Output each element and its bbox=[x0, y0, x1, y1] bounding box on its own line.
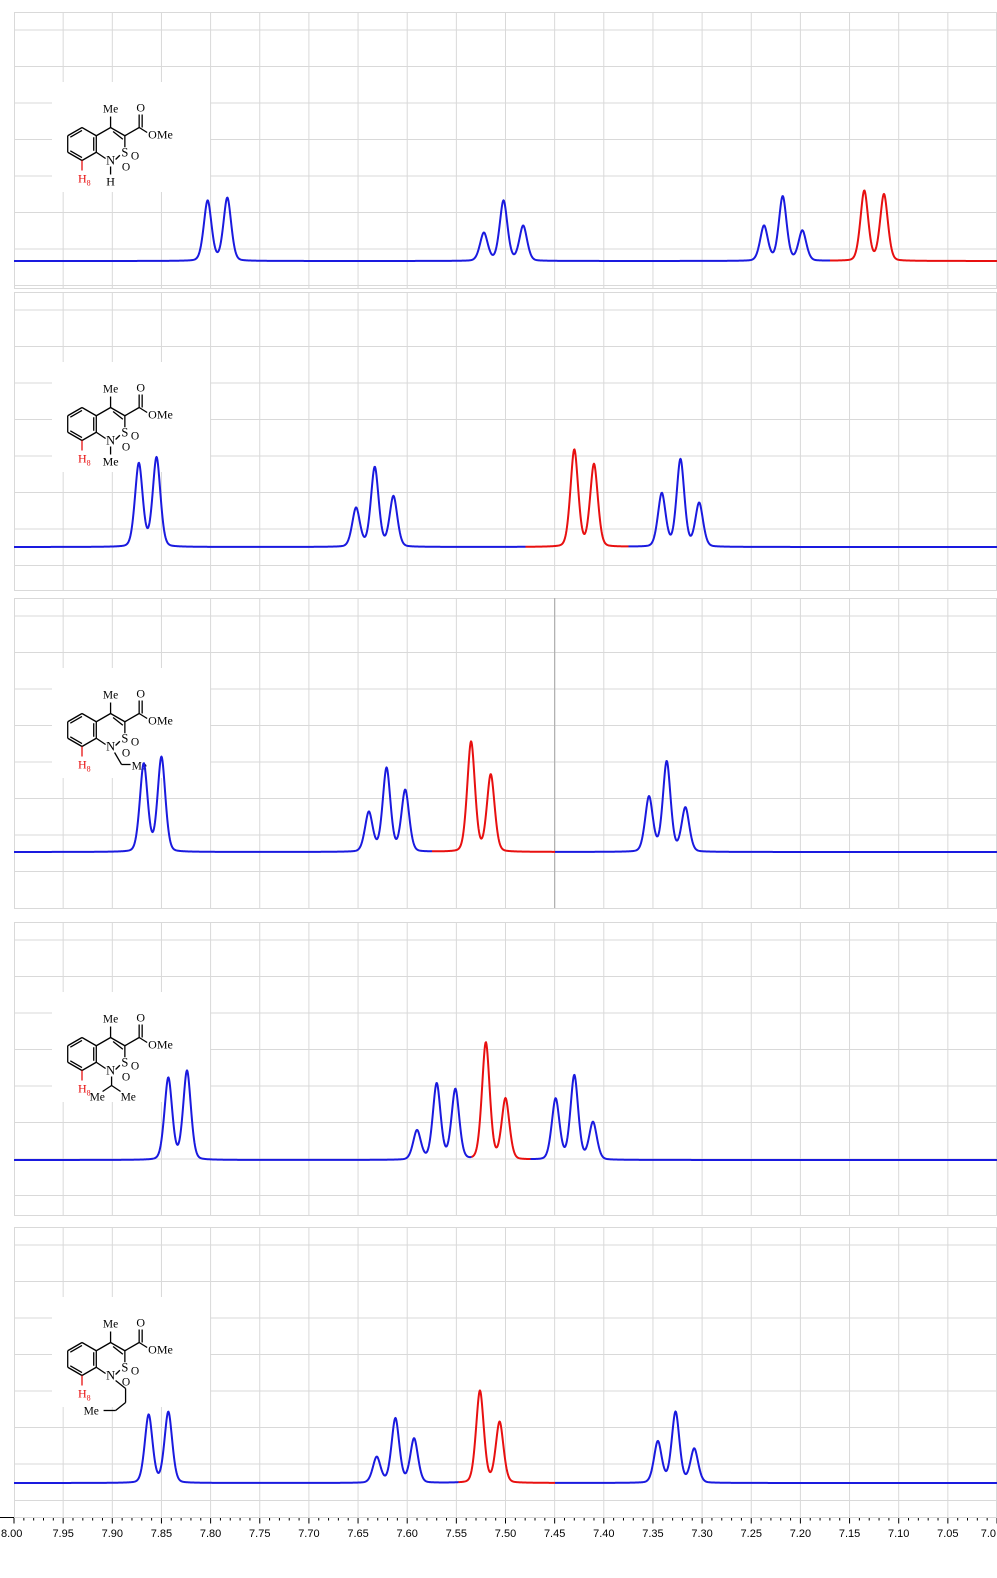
c4-methyl-label: Me bbox=[103, 1014, 118, 1026]
c4-methyl-label: Me bbox=[103, 384, 118, 396]
nitrogen-label: N bbox=[106, 1064, 115, 1078]
spectrum-trace-h8 bbox=[526, 449, 629, 546]
sulfonyl-oxygen-label: O bbox=[122, 441, 130, 453]
x-tick-label: 7.65 bbox=[347, 1528, 368, 1540]
c4-methyl-label: Me bbox=[103, 1319, 118, 1331]
ester-label: OMe bbox=[148, 1343, 173, 1357]
x-tick-label: 7.40 bbox=[593, 1528, 614, 1540]
carbonyl-oxygen-label: O bbox=[136, 381, 145, 395]
sulfonyl-oxygen-label: O bbox=[131, 430, 139, 442]
ester-label: OMe bbox=[148, 128, 173, 142]
c4-methyl-label: Me bbox=[103, 690, 118, 702]
n-substituent-label: Me bbox=[121, 1092, 136, 1104]
sulfonyl-oxygen-label: O bbox=[131, 736, 139, 748]
x-tick-label: 7.85 bbox=[151, 1528, 172, 1540]
x-tick-label: 7.70 bbox=[298, 1528, 319, 1540]
x-axis: 8.00 7.95 7.90 7.85 7.80 7.75 7.70 7.65 7.60 7.55… bbox=[0, 1518, 997, 1541]
sulfur-label: S bbox=[121, 731, 128, 745]
n-substituent-label: Me bbox=[84, 1406, 99, 1418]
x-tick-label: 7.15 bbox=[839, 1528, 860, 1540]
x-tick-label: 7.05 bbox=[937, 1528, 958, 1540]
carbonyl-oxygen-label: O bbox=[136, 687, 145, 701]
x-tick-label: 7.80 bbox=[200, 1528, 221, 1540]
spectrum-trace bbox=[629, 459, 997, 547]
sulfonyl-oxygen-label: O bbox=[131, 1060, 139, 1072]
ester-label: OMe bbox=[148, 1038, 173, 1052]
sulfonyl-oxygen-label: O bbox=[122, 747, 130, 759]
sulfur-label: S bbox=[121, 1360, 128, 1374]
spectrum-trace-h8 bbox=[459, 1390, 556, 1482]
nitrogen-label: N bbox=[106, 434, 115, 448]
spectrum-trace-h8 bbox=[830, 191, 997, 261]
structure-background bbox=[52, 1297, 210, 1407]
n-substituent-label: Me bbox=[103, 455, 119, 469]
x-tick-label: 7.90 bbox=[102, 1528, 123, 1540]
h8-subscript: 8 bbox=[87, 459, 91, 468]
nitrogen-label: N bbox=[106, 154, 115, 168]
x-tick-label: 7.55 bbox=[446, 1528, 467, 1540]
spectrum-trace bbox=[14, 196, 830, 261]
x-tick-label: 7.95 bbox=[52, 1528, 73, 1540]
sulfonyl-oxygen-label: O bbox=[122, 1071, 130, 1083]
x-tick-label: 7.50 bbox=[495, 1528, 516, 1540]
spectrum-trace bbox=[555, 1411, 997, 1483]
x-tick-label: 7.10 bbox=[888, 1528, 909, 1540]
structure-background bbox=[52, 362, 210, 472]
x-tick-label: 7.20 bbox=[790, 1528, 811, 1540]
nitrogen-label: N bbox=[106, 740, 115, 754]
spectrum-trace bbox=[555, 761, 997, 852]
nitrogen-label: N bbox=[106, 1369, 115, 1383]
structure-background bbox=[52, 992, 210, 1102]
x-tick-label: 8.00 bbox=[1, 1528, 22, 1540]
x-tick-label: 7.35 bbox=[642, 1528, 663, 1540]
spectrum-trace bbox=[14, 1412, 459, 1483]
sulfur-label: S bbox=[121, 425, 128, 439]
h8-subscript: 8 bbox=[87, 765, 91, 774]
c4-methyl-label: Me bbox=[103, 104, 118, 116]
sulfur-label: S bbox=[121, 1055, 128, 1069]
sulfonyl-oxygen-label: O bbox=[122, 161, 130, 173]
x-tick-label: 7.45 bbox=[544, 1528, 565, 1540]
spectrum-trace-h8 bbox=[472, 1042, 531, 1159]
x-tick-label: 7.30 bbox=[691, 1528, 712, 1540]
x-tick-label: 7.60 bbox=[396, 1528, 417, 1540]
n-substituent-label: Me bbox=[90, 1092, 105, 1104]
sulfonyl-oxygen-label: O bbox=[131, 1365, 139, 1377]
h8-subscript: 8 bbox=[87, 1394, 91, 1403]
x-tick-label: 7.0 bbox=[981, 1528, 996, 1540]
n-substituent-label: H bbox=[106, 175, 115, 189]
sulfonyl-oxygen-label: O bbox=[131, 150, 139, 162]
spectrum-trace bbox=[531, 1075, 997, 1160]
ester-label: OMe bbox=[148, 714, 173, 728]
structure-background bbox=[52, 82, 210, 192]
x-tick-label: 7.25 bbox=[741, 1528, 762, 1540]
carbonyl-oxygen-label: O bbox=[136, 1316, 145, 1330]
x-tick-label: 7.75 bbox=[249, 1528, 270, 1540]
h8-subscript: 8 bbox=[87, 179, 91, 188]
ester-label: OMe bbox=[148, 408, 173, 422]
carbonyl-oxygen-label: O bbox=[136, 101, 145, 115]
carbonyl-oxygen-label: O bbox=[136, 1011, 145, 1025]
sulfur-label: S bbox=[121, 145, 128, 159]
